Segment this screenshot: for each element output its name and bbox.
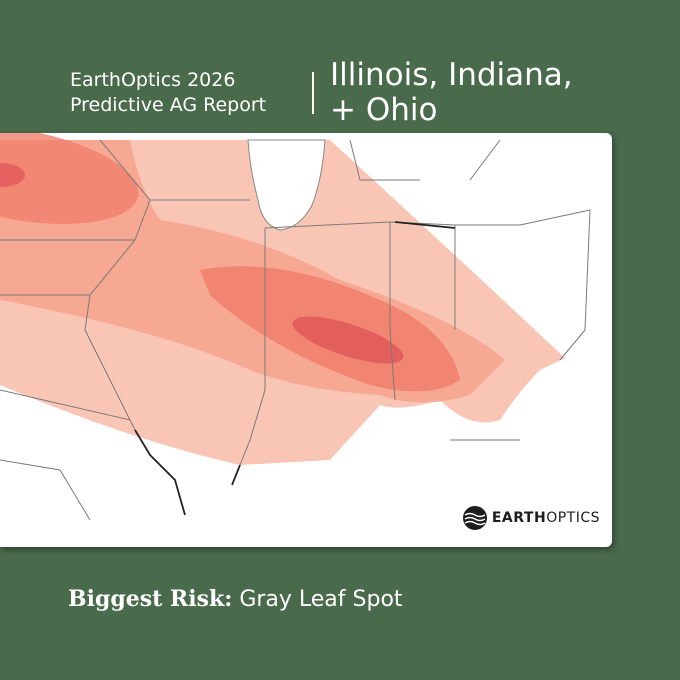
region-line: Illinois, Indiana, xyxy=(330,57,573,93)
risk-value: Gray Leaf Spot xyxy=(239,587,403,612)
header-right: Illinois, Indiana, + Ohio xyxy=(330,58,573,128)
logo-light: OPTICS xyxy=(546,510,600,526)
lake-michigan xyxy=(247,139,326,231)
logo-text: EARTHOPTICS xyxy=(492,510,600,526)
divider xyxy=(312,72,314,114)
footer: Biggest Risk: Gray Leaf Spot xyxy=(68,586,403,612)
state-borders xyxy=(134,221,456,516)
report-line: Predictive AG Report xyxy=(70,94,267,116)
map-card: EARTHOPTICS xyxy=(0,133,612,547)
region-line: + Ohio xyxy=(330,92,438,128)
logo-bold: EARTH xyxy=(491,510,547,526)
risk-band-core xyxy=(292,316,404,364)
county-borders xyxy=(0,139,591,521)
risk-band-core xyxy=(0,163,25,187)
brand-line: EarthOptics 2026 xyxy=(70,69,236,91)
risk-label: Biggest Risk: xyxy=(68,586,233,612)
logo: EARTHOPTICS xyxy=(462,505,600,531)
logo-mark xyxy=(462,506,487,530)
risk-map xyxy=(0,133,591,521)
header-left: EarthOptics 2026 Predictive AG Report xyxy=(70,68,266,118)
